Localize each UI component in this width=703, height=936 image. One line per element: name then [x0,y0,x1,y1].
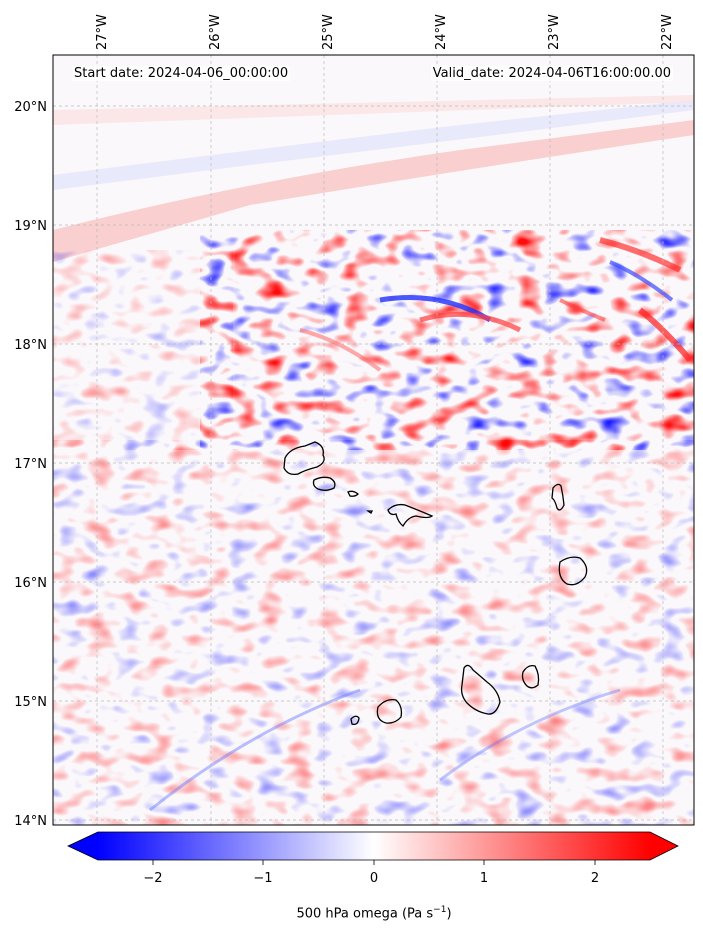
start-date-text: Start date: 2024-04-06_00:00:00 [72,66,291,81]
island-boa-vista [558,556,588,586]
lat-label: 20°N [14,100,47,115]
graticule [53,55,694,825]
island-brava [350,715,360,726]
longitude-labels: 27°W 26°W 25°W 24°W 23°W 22°W [95,14,675,50]
lat-label: 18°N [14,338,47,353]
omega-field [53,55,694,825]
island-maio [521,664,540,689]
island-sal [551,483,565,511]
lat-label: 19°N [14,219,47,234]
colorbar-tick-label: 0 [370,871,378,886]
lon-label: 27°W [95,14,110,50]
lon-label: 26°W [208,14,223,50]
lat-label: 16°N [14,576,47,591]
lon-label: 22°W [660,14,675,50]
island-sao-nicolau [387,503,434,527]
lat-label: 17°N [14,457,47,472]
map-frame [52,54,695,826]
colorbar-tick-label: 1 [480,871,488,886]
colorbar-title: 500 hPa omega (Pa s−1) [0,905,703,921]
colorbar-title-exponent: −1 [433,905,447,915]
lat-label: 14°N [14,814,47,829]
colorbar-tick-label: −1 [253,871,272,886]
island-raso [365,510,374,514]
colorbar-title-close: ) [446,906,452,922]
island-santiago [460,664,501,715]
colorbar-title-main: 500 hPa omega (Pa s [296,906,434,922]
lon-label: 24°W [434,14,449,50]
island-sao-vicente [312,476,336,491]
colorbar-tick-label: 2 [591,871,599,886]
lon-label: 25°W [321,14,336,50]
latitude-labels: 20°N 19°N 18°N 17°N 16°N 15°N 14°N [14,100,47,829]
island-fogo [376,699,403,724]
island-coastlines [283,441,588,726]
colorbar-tick-label: −2 [143,871,162,886]
lon-label: 23°W [547,14,562,50]
lat-label: 15°N [14,695,47,710]
valid-date-text: Valid_date: 2024-04-06T16:00:00.00 [430,66,673,81]
colorbar-high-extend [650,832,678,860]
colorbar: −2 −1 0 1 2 [67,831,679,886]
island-santo-antao [283,441,325,476]
island-santa-luzia [347,490,359,497]
colorbar-low-extend [68,832,98,860]
